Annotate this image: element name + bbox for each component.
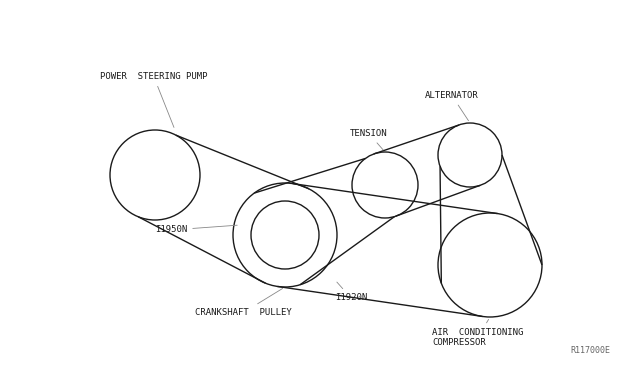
Text: I1920N: I1920N: [335, 282, 367, 302]
Text: CRANKSHAFT  PULLEY: CRANKSHAFT PULLEY: [195, 288, 292, 317]
Text: AIR  CONDITIONING
COMPRESSOR: AIR CONDITIONING COMPRESSOR: [432, 320, 524, 347]
Text: ALTERNATOR: ALTERNATOR: [425, 91, 479, 121]
Text: TENSION: TENSION: [350, 129, 388, 150]
Text: POWER  STEERING PUMP: POWER STEERING PUMP: [100, 72, 207, 128]
Text: I1950N: I1950N: [155, 225, 237, 234]
Text: R117000E: R117000E: [570, 346, 610, 355]
